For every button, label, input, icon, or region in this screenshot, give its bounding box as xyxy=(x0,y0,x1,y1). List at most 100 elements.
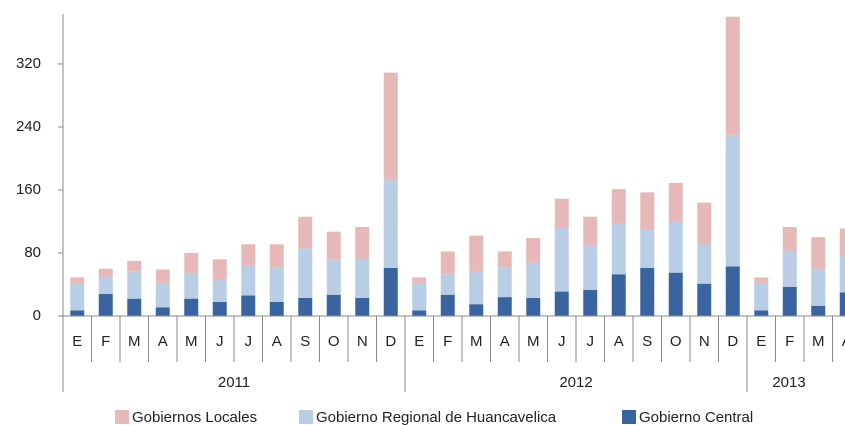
bar-segment xyxy=(241,295,256,316)
bar-segment xyxy=(668,272,683,316)
legend-swatch xyxy=(622,410,636,424)
bar-segment xyxy=(811,237,826,269)
x-tick-label: F xyxy=(443,333,452,350)
bar-segment xyxy=(839,256,845,293)
x-tick-label: J xyxy=(587,333,595,350)
bar-segment xyxy=(754,282,769,311)
bar-segment xyxy=(184,298,199,316)
bar-segment xyxy=(697,283,712,316)
x-tick-label: M xyxy=(527,333,540,350)
bar-segment xyxy=(611,189,626,224)
bar-segment xyxy=(70,282,85,311)
bar-segment xyxy=(184,252,199,273)
bar-segment xyxy=(412,277,427,283)
y-tick-label: 240 xyxy=(16,118,41,135)
bar-segment xyxy=(70,277,85,283)
bar-segment xyxy=(526,262,541,298)
bar-segment xyxy=(754,277,769,283)
bar-segment xyxy=(839,292,845,316)
x-tick-label: J xyxy=(245,333,253,350)
bar-segment xyxy=(355,297,370,316)
bar-segment xyxy=(326,231,341,260)
y-tick-label: 0 xyxy=(33,307,41,324)
x-tick-label: D xyxy=(385,333,396,350)
bar-segment xyxy=(725,16,740,135)
bar-segment xyxy=(412,310,427,316)
bar-segment xyxy=(155,307,170,316)
bar-segment xyxy=(725,266,740,316)
legend-swatch xyxy=(115,410,129,424)
bar-segment xyxy=(811,268,826,306)
bar-segment xyxy=(554,198,569,227)
bar-segment xyxy=(782,286,797,316)
bar-segment xyxy=(383,72,398,180)
legend-swatch xyxy=(299,410,313,424)
bar-segment xyxy=(497,267,512,298)
y-tick-label: 80 xyxy=(24,244,41,261)
x-tick-label: D xyxy=(727,333,738,350)
bar-segment xyxy=(98,293,113,316)
bar-segment xyxy=(326,294,341,316)
x-tick-label: A xyxy=(614,333,624,350)
x-tick-label: E xyxy=(72,333,82,350)
x-tick-label: J xyxy=(216,333,224,350)
bar-segment xyxy=(440,274,455,295)
bar-segment xyxy=(383,179,398,268)
bar-segment xyxy=(412,282,427,311)
bar-segment xyxy=(554,291,569,316)
x-tick-label: F xyxy=(101,333,110,350)
bar-segment xyxy=(70,310,85,316)
y-tick-label: 160 xyxy=(16,181,41,198)
bar-segment xyxy=(355,258,370,298)
bar-segment xyxy=(269,301,284,316)
x-tick-label: O xyxy=(670,333,682,350)
bar-segment xyxy=(184,272,199,299)
bar-segment xyxy=(583,245,598,291)
bar-segment xyxy=(212,259,227,279)
x-tick-label: S xyxy=(300,333,310,350)
bar-segment xyxy=(640,229,655,268)
bar-segment xyxy=(782,250,797,287)
x-tick-label: N xyxy=(699,333,710,350)
bar-segment xyxy=(98,268,113,277)
bar-segment xyxy=(640,267,655,316)
x-tick-label: O xyxy=(328,333,340,350)
bar-segment xyxy=(98,276,113,294)
bar-segment xyxy=(298,248,313,298)
bar-segment xyxy=(241,244,256,266)
bar-segment xyxy=(668,221,683,273)
group-label: 2013 xyxy=(772,374,805,391)
x-tick-label: E xyxy=(414,333,424,350)
bar-segment xyxy=(127,271,142,299)
group-label: 2011 xyxy=(218,374,250,391)
bar-segment xyxy=(640,192,655,230)
bar-segment xyxy=(469,304,484,316)
bar-segment xyxy=(497,297,512,316)
bar-segment xyxy=(298,297,313,316)
x-tick-label: E xyxy=(756,333,766,350)
x-tick-label: A xyxy=(158,333,168,350)
bar-segment xyxy=(526,238,541,263)
bar-segment xyxy=(697,243,712,284)
bar-segment xyxy=(298,216,313,249)
bar-segment xyxy=(611,274,626,316)
bar-segment xyxy=(697,202,712,244)
legend-label: Gobierno Central xyxy=(639,409,753,425)
bar-segment xyxy=(127,298,142,316)
bar-segment xyxy=(269,267,284,302)
x-tick-label: M xyxy=(128,333,141,350)
bar-segment xyxy=(212,301,227,316)
x-tick-label: S xyxy=(642,333,652,350)
x-tick-label: A xyxy=(272,333,282,350)
bar-segment xyxy=(269,244,284,268)
x-tick-label: M xyxy=(812,333,825,350)
x-tick-label: A xyxy=(500,333,510,350)
legend-label: Gobiernos Locales xyxy=(132,409,257,425)
bar-segment xyxy=(469,271,484,305)
x-tick-label: J xyxy=(558,333,566,350)
x-tick-label: M xyxy=(470,333,483,350)
bar-segment xyxy=(241,265,256,296)
bar-segment xyxy=(782,226,797,251)
bar-segment xyxy=(355,226,370,259)
